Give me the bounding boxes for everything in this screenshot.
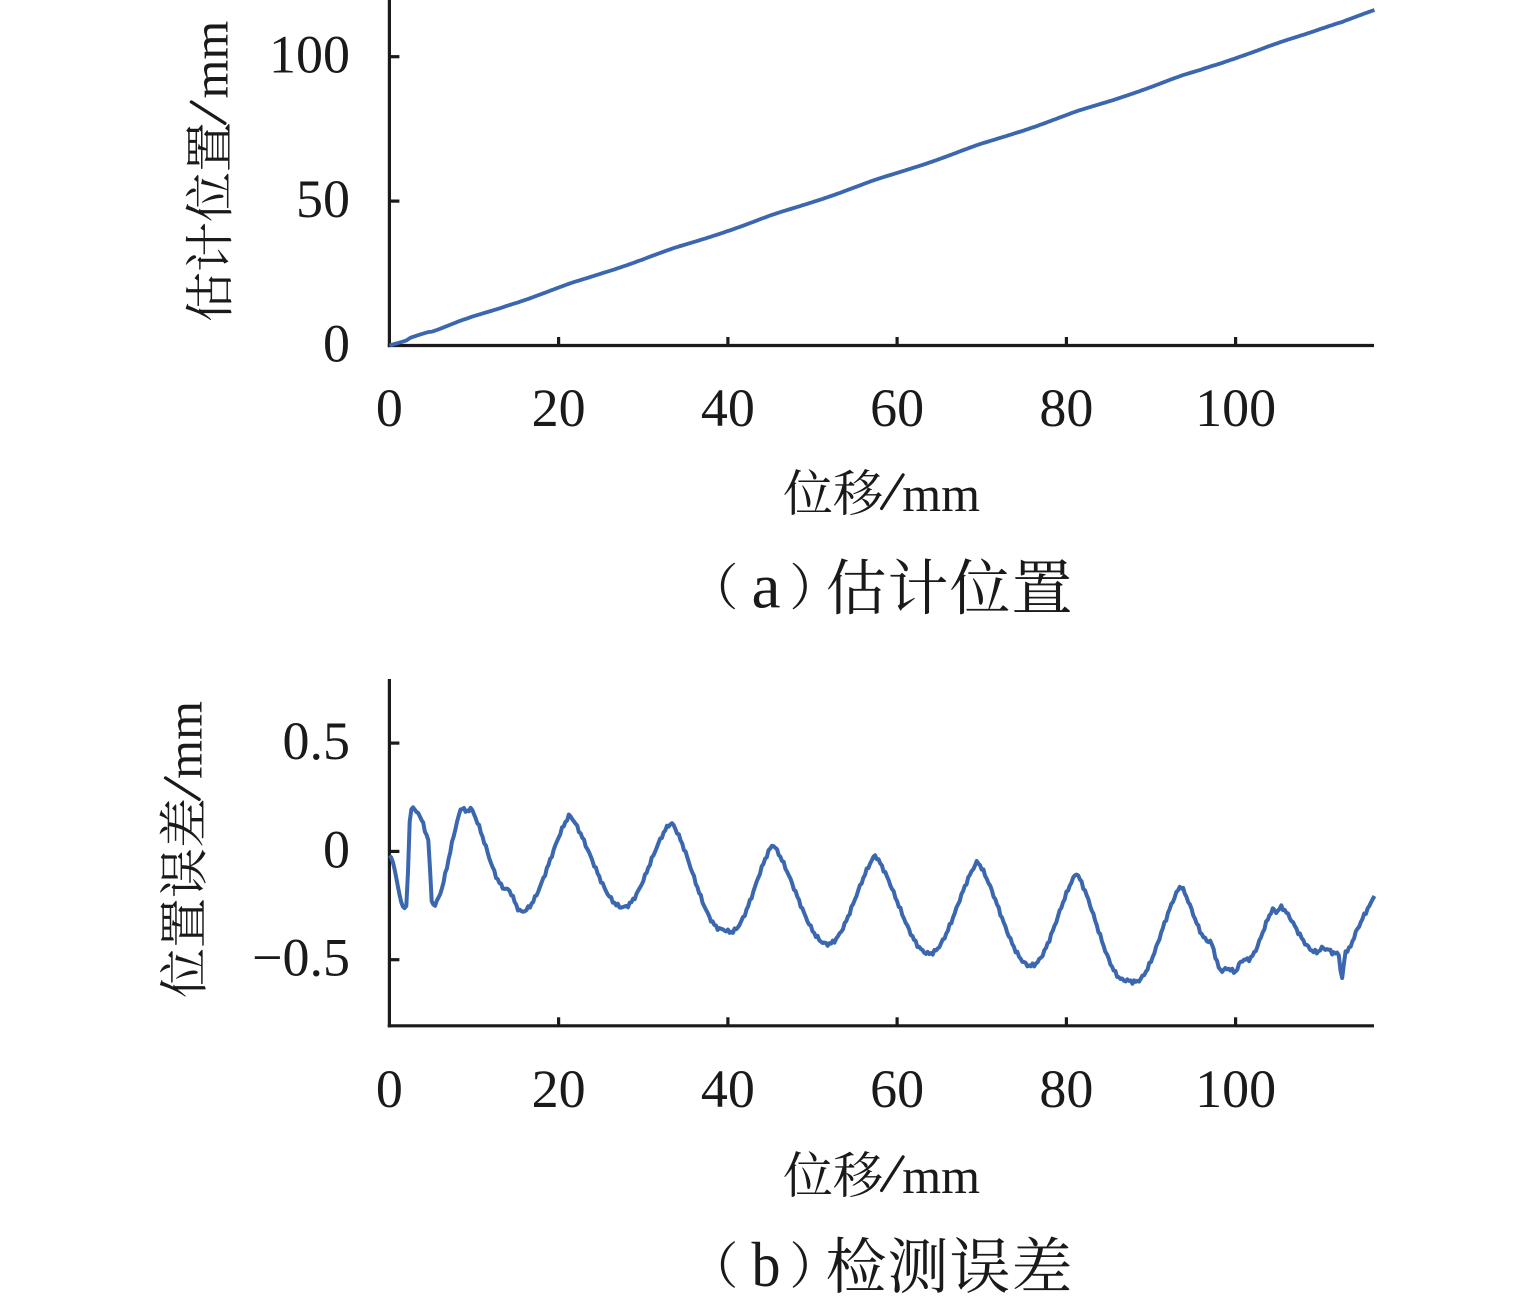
svg-text:mm: mm [902, 466, 980, 522]
svg-text:100: 100 [1195, 378, 1276, 438]
svg-text:80: 80 [1039, 378, 1093, 438]
svg-text:0: 0 [323, 314, 350, 374]
svg-text:0: 0 [376, 1059, 403, 1119]
svg-text:40: 40 [701, 1059, 755, 1119]
svg-text:20: 20 [532, 378, 586, 438]
svg-text:40: 40 [701, 378, 755, 438]
svg-text:−0.5: −0.5 [252, 928, 350, 988]
svg-text:0.5: 0.5 [283, 711, 351, 771]
svg-text:20: 20 [532, 1059, 586, 1119]
svg-text:50: 50 [296, 169, 350, 229]
svg-text:60: 60 [870, 378, 924, 438]
svg-text:100: 100 [1195, 1059, 1276, 1119]
svg-text:a: a [752, 552, 781, 622]
svg-text:100: 100 [269, 25, 350, 85]
svg-text:0: 0 [323, 819, 350, 879]
svg-text:60: 60 [870, 1059, 924, 1119]
svg-text:0: 0 [376, 378, 403, 438]
svg-text:b: b [752, 1230, 781, 1300]
svg-text:mm: mm [183, 21, 239, 99]
svg-text:80: 80 [1039, 1059, 1093, 1119]
svg-text:mm: mm [157, 701, 213, 779]
svg-text:mm: mm [902, 1148, 980, 1204]
